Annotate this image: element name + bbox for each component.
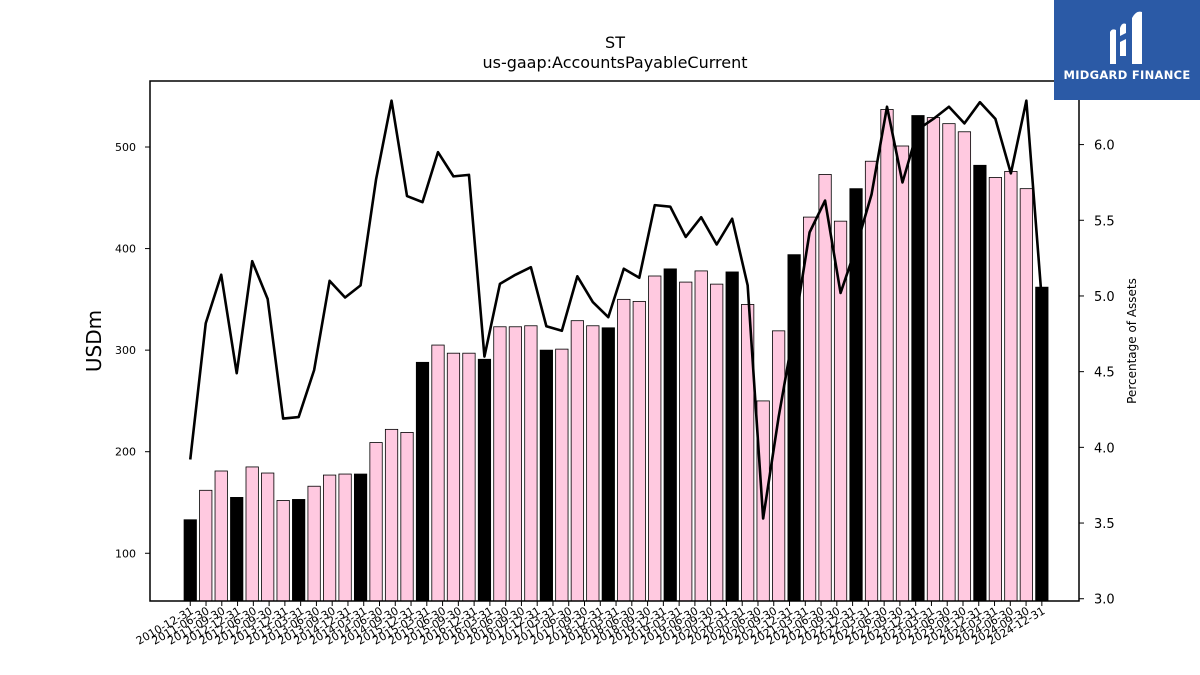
bar — [462, 352, 476, 602]
bar — [415, 361, 430, 602]
bar — [710, 283, 724, 602]
y2-tick-label: 3.0 — [1094, 593, 1115, 608]
bar — [663, 268, 677, 602]
bar — [555, 348, 569, 602]
bar — [245, 466, 259, 602]
bar — [957, 131, 972, 602]
bar — [586, 325, 600, 602]
plot-frame — [149, 80, 1080, 602]
bar — [338, 473, 352, 602]
bar — [307, 485, 321, 602]
bar — [230, 497, 244, 602]
bar — [679, 281, 693, 602]
y2-tick-label: 4.5 — [1094, 366, 1115, 381]
bar — [803, 216, 817, 602]
bar — [926, 117, 941, 602]
y-tick-label: 400 — [115, 243, 136, 256]
bar — [183, 519, 197, 602]
bar — [493, 326, 507, 602]
bar — [431, 344, 445, 602]
bar — [539, 349, 553, 602]
bar — [601, 327, 615, 602]
bar — [725, 271, 739, 602]
bar — [772, 330, 786, 602]
bar — [292, 499, 306, 602]
bar — [942, 123, 956, 602]
bar — [694, 270, 708, 602]
bar — [648, 275, 662, 602]
bar — [199, 489, 213, 602]
bar — [446, 352, 461, 602]
bar — [508, 326, 522, 602]
y2-tick-label: 5.5 — [1094, 214, 1115, 229]
y-tick-label: 300 — [115, 344, 136, 357]
bar — [1035, 286, 1049, 602]
chart-subtitle: us-gaap:AccountsPayableCurrent — [482, 53, 747, 72]
bars-group — [183, 109, 1049, 602]
bar — [911, 115, 925, 602]
bar — [400, 432, 414, 602]
bar — [384, 428, 399, 602]
bar — [1019, 188, 1033, 602]
bar — [818, 174, 832, 602]
bar — [214, 470, 228, 602]
y2-tick-label: 5.0 — [1094, 290, 1115, 305]
y2-tick-label: 6.0 — [1094, 139, 1115, 154]
y-tick-label: 200 — [115, 446, 136, 459]
bar — [973, 164, 987, 602]
bar — [276, 500, 290, 602]
bar — [617, 298, 631, 602]
line-group — [188, 99, 1044, 520]
bar — [864, 160, 879, 602]
bar — [570, 320, 584, 602]
bar — [988, 177, 1002, 602]
bar — [261, 472, 275, 602]
y-tick-label: 100 — [115, 547, 136, 560]
bar — [524, 325, 538, 602]
chart-title: ST — [605, 33, 625, 52]
y-tick-label: 500 — [115, 141, 136, 154]
bar — [880, 109, 894, 602]
percentage-line — [188, 99, 1044, 520]
midgard-finance-logo: MIDGARD FINANCE — [1054, 0, 1200, 100]
axes-group: 1002003004005003.03.54.04.55.05.56.02010… — [115, 139, 1115, 648]
logo-text: MIDGARD FINANCE — [1063, 68, 1191, 82]
y-axis-label: USDm — [82, 310, 106, 372]
y2-tick-label: 4.0 — [1094, 441, 1115, 456]
y2-tick-label: 3.5 — [1094, 517, 1115, 532]
bar — [895, 145, 910, 602]
bar — [369, 442, 383, 602]
bar — [477, 358, 492, 602]
bar — [353, 473, 368, 602]
bar — [632, 300, 646, 602]
bar — [323, 474, 337, 602]
bar — [1004, 170, 1018, 602]
y2-axis-label: Percentage of Assets — [1125, 278, 1139, 404]
midgard-logo-icon — [1110, 11, 1142, 65]
